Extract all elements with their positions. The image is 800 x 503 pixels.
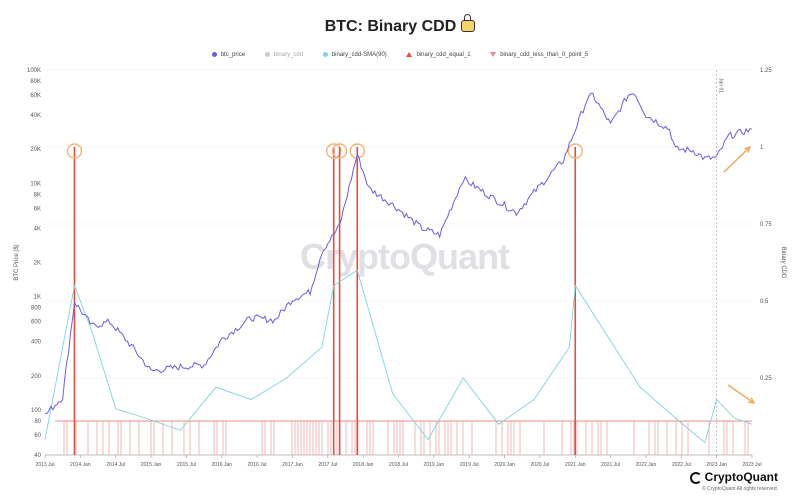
trend-arrow-head (744, 145, 752, 153)
x-tick-label: 2017 Jul (318, 462, 337, 468)
legend-item-binary-cdd[interactable]: binary_cdd (264, 52, 304, 59)
x-tick-label: 2013 Jul (36, 462, 55, 468)
x-tick-label: 2015 Jul (177, 462, 196, 468)
y-tick-label: 20K (30, 147, 41, 153)
x-tick-label: 2021 Jul (601, 462, 620, 468)
watermark: CryptoQuant (300, 236, 510, 277)
triangle-down-icon (490, 52, 497, 57)
x-tick-label: 2023 Jul (743, 462, 762, 468)
x-tick-label: 2016 Jul (248, 462, 267, 468)
x-tick-label: 2018 Jul (389, 462, 408, 468)
y2-tick-label: 0.75 (760, 222, 772, 228)
x-tick-label: 2018 Jan (353, 462, 374, 468)
y-tick-label: 200 (31, 374, 42, 380)
y-tick-label: 400 (31, 340, 42, 346)
y-tick-label: 80K (30, 79, 41, 85)
y2-tick-label: 1.25 (760, 68, 772, 74)
y-tick-label: 1K (34, 295, 41, 301)
y-tick-label: 60K (30, 93, 41, 99)
legend-item-binary-cdd-sma[interactable]: binary_cdd-SMA(90) (322, 52, 387, 59)
x-tick-label: 2016 Jan (211, 462, 232, 468)
x-tick-label: 2021 Jan (565, 462, 586, 468)
y-tick-label: 4K (34, 226, 41, 232)
x-tick-label: 2023 Jan (706, 462, 727, 468)
series-line-btc-price (44, 92, 753, 414)
legend-item-binary-cdd-equal-1[interactable]: binary_cdd_equal_1 (406, 52, 471, 59)
y-tick-label: 60 (34, 433, 41, 439)
y-tick-label: 6K (34, 206, 41, 212)
highlight-circle (331, 143, 348, 159)
x-tick-label: 2022 Jul (672, 462, 691, 468)
triangle-up-icon (406, 52, 413, 57)
x-tick-label: 2017 Jan (282, 462, 303, 468)
x-tick-label: 2020 Jul (530, 462, 549, 468)
series-line-binary-cdd-sma (44, 269, 753, 444)
x-tick-label: 2020 Jan (494, 462, 515, 468)
highlight-circle (325, 143, 342, 159)
legend-label: btc_price (220, 52, 246, 59)
y-tick-label: 40K (30, 113, 41, 119)
y-tick-label: 80 (34, 419, 41, 425)
brand-logo: CryptoQuant (689, 470, 778, 484)
x-tick-label: 2015 Jan (141, 462, 162, 468)
y-tick-label: 600 (31, 320, 42, 326)
highlight-circle (66, 143, 83, 159)
y-tick-label: 10K (30, 181, 41, 187)
y-axis-title: BTC Price ($) (14, 244, 20, 280)
legend-dot-icon (322, 52, 328, 57)
legend-label: binary_cdd (273, 52, 304, 59)
copyright: © CryptoQuant All rights reserved. (702, 486, 778, 492)
y-tick-label: 100K (27, 68, 41, 74)
legend-item-btc-price[interactable]: btc_price (211, 52, 246, 59)
y-tick-label: 40 (34, 453, 41, 459)
highlight-circle (567, 143, 583, 159)
legend-dot-icon (211, 52, 217, 57)
legend-item-binary-cdd-less-than-0-5[interactable]: binary_cdd_less_than_0_point_5 (490, 52, 588, 58)
y2-axis-title: Binary CDD (780, 247, 786, 279)
y-tick-label: 2K (34, 261, 41, 267)
legend-dot-icon (264, 52, 270, 57)
x-tick-label: 2019 Jan (424, 462, 445, 468)
y2-tick-label: 1 (760, 145, 764, 151)
chart-legend: btc_price binary_cdd binary_cdd-SMA(90) … (0, 52, 800, 58)
chart-title: BTC: Binary CDD (0, 14, 800, 36)
y-tick-label: 8K (34, 192, 41, 198)
highlight-circle (349, 143, 365, 159)
annotation-label: Jan 01 (718, 78, 724, 93)
y-tick-label: 100 (31, 408, 42, 414)
x-tick-label: 2019 Jul (460, 462, 479, 468)
x-tick-label: 2014 Jan (70, 462, 91, 468)
trend-arrow (723, 146, 751, 173)
trend-arrow (727, 384, 755, 404)
cryptoquant-logo-icon (689, 471, 702, 484)
x-tick-label: 2014 Jul (106, 462, 125, 468)
legend-label: binary_cdd_equal_1 (416, 52, 471, 59)
y-tick-label: 800 (31, 306, 42, 312)
legend-label: binary_cdd-SMA(90) (331, 52, 387, 59)
legend-label: binary_cdd_less_than_0_point_5 (500, 52, 589, 59)
y2-tick-label: 0.5 (760, 299, 769, 305)
x-tick-label: 2022 Jan (636, 462, 657, 468)
lock-icon (461, 14, 476, 32)
trend-arrow-head (747, 397, 756, 404)
y2-tick-label: 0.25 (760, 376, 772, 382)
